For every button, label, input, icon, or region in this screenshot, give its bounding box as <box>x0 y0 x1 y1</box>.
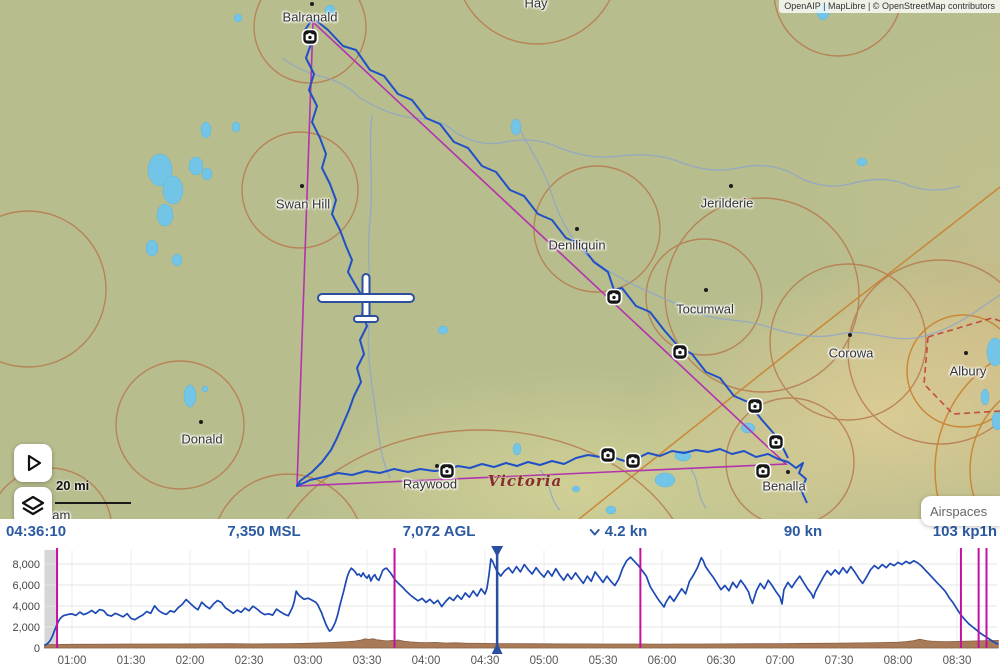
town-dot <box>310 2 314 6</box>
time-cursor-bottom-handle <box>491 643 503 654</box>
airspace-boundaries-orange <box>577 186 1000 519</box>
danger-area-dashed <box>923 317 1000 415</box>
state-label: Victoria <box>487 472 563 490</box>
town-dot <box>435 464 439 468</box>
x-axis-tick-label: 08:00 <box>884 655 913 667</box>
x-axis-tick-label: 04:30 <box>471 655 500 667</box>
town-label: Albury <box>949 363 987 379</box>
camera-marker[interactable] <box>438 462 456 480</box>
camera-marker[interactable] <box>754 462 772 480</box>
stats-bar: 04:36:10 7,350 MSL 7,072 AGL 4.2 kn 90 k… <box>0 519 1000 546</box>
x-axis-tick-label: 08:30 <box>943 655 972 667</box>
town-label: Tocumwal <box>676 301 734 317</box>
camera-marker[interactable] <box>767 433 785 451</box>
vario-value: 4.2 kn <box>604 523 648 540</box>
map-attribution[interactable]: OpenAIP | MapLibre | © OpenStreetMap con… <box>779 0 1000 13</box>
play-icon <box>27 454 42 472</box>
x-axis-tick-label: 01:30 <box>117 655 146 667</box>
town-dot <box>575 227 579 231</box>
altitude-msl: 7,350 MSL <box>227 523 301 540</box>
play-button[interactable] <box>14 444 52 482</box>
y-axis-tick-label: 4,000 <box>12 601 40 613</box>
terrain-series <box>44 638 999 649</box>
camera-marker[interactable] <box>624 452 642 470</box>
ground-speed: 90 kn <box>783 523 823 540</box>
time-cursor-top-handle <box>491 546 504 557</box>
barogram[interactable]: 0 2,000 4,000 6,000 8,000 01:00 01:30 02:00 02:3… <box>0 546 1000 670</box>
x-axis-tick-label: 05:00 <box>530 655 559 667</box>
chevron-down-icon <box>589 524 601 541</box>
y-axis-tick-label: 6,000 <box>12 580 40 592</box>
y-axis-tick-label: 8,000 <box>12 559 40 571</box>
town-dot <box>300 184 304 188</box>
vario-dropdown[interactable]: 4.2 kn <box>589 523 648 541</box>
x-axis-tick-label: 02:00 <box>176 655 205 667</box>
town-label: Raywood <box>402 476 458 492</box>
y-axis-tick-label: 0 <box>34 643 40 655</box>
barogram-panel: 0 2,000 4,000 6,000 8,000 01:00 01:30 02:00 02:3… <box>0 546 1000 670</box>
aircraft-icon <box>317 273 415 323</box>
task-speed: 103 kp1h <box>932 523 997 540</box>
x-axis-tick-label: 03:00 <box>294 655 323 667</box>
camera-marker[interactable] <box>605 288 623 306</box>
camera-marker[interactable] <box>599 446 617 464</box>
airspaces-panel-label: Airspaces <box>930 503 988 519</box>
lakes <box>145 3 1000 515</box>
town-dot <box>704 288 708 292</box>
airspace-rings <box>0 0 1000 519</box>
town-dot <box>848 333 852 337</box>
x-axis-tick-label: 06:30 <box>707 655 736 667</box>
x-axis-tick-label: 03:30 <box>353 655 382 667</box>
town-label: Deniliquin <box>548 237 606 253</box>
flight-time: 04:36:10 <box>6 523 67 540</box>
x-axis-tick-label: 04:00 <box>412 655 441 667</box>
town-dot <box>199 420 203 424</box>
town-label: Hay <box>524 0 548 11</box>
scale-bar-line <box>55 502 131 504</box>
layers-icon <box>21 495 45 516</box>
scale-bar-label: 20 mi <box>56 478 90 493</box>
town-dot <box>729 184 733 188</box>
map[interactable]: Balranald Hay Swan Hill Deniliquin Jerilderi… <box>0 0 1000 519</box>
x-axis-tick-label: 05:30 <box>589 655 618 667</box>
town-label: Swan Hill <box>275 196 331 212</box>
town-label: Corowa <box>828 345 874 361</box>
camera-marker[interactable] <box>301 28 319 46</box>
town-label: Donald <box>181 431 223 447</box>
layers-button[interactable] <box>14 487 52 519</box>
y-axis-tick-label: 2,000 <box>12 622 40 634</box>
x-axis-tick-label: 07:30 <box>825 655 854 667</box>
flight-track <box>296 17 808 504</box>
town-dot <box>786 470 790 474</box>
x-axis-tick-label: 02:30 <box>235 655 264 667</box>
town-label: Balranald <box>282 9 338 25</box>
town-dot <box>964 351 968 355</box>
x-axis-tick-label: 01:00 <box>58 655 87 667</box>
x-axis-tick-label: 06:00 <box>648 655 677 667</box>
camera-marker[interactable] <box>746 397 764 415</box>
airspaces-panel-toggle[interactable]: Airspaces <box>921 496 1000 526</box>
town-label: Jerilderie <box>700 195 754 211</box>
camera-marker[interactable] <box>671 343 689 361</box>
altitude-series <box>44 556 999 647</box>
town-label: Benalla <box>762 478 806 494</box>
map-canvas <box>0 0 1000 519</box>
task-lines <box>296 20 788 487</box>
x-axis-tick-label: 07:00 <box>766 655 795 667</box>
altitude-agl: 7,072 AGL <box>402 523 476 540</box>
rivers <box>281 57 1000 511</box>
